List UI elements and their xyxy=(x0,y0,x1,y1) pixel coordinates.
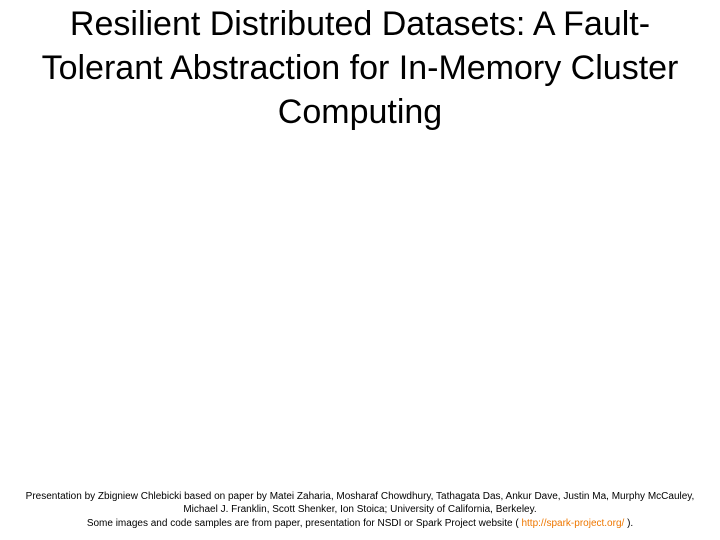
footer-line2-prefix: Some images and code samples are from pa… xyxy=(87,518,522,529)
presentation-slide: Resilient Distributed Datasets: A Fault-… xyxy=(0,0,720,540)
attribution-text: Presentation by Zbigniew Chlebicki based… xyxy=(25,490,695,517)
slide-title: Resilient Distributed Datasets: A Fault-… xyxy=(0,2,720,135)
slide-footer: Presentation by Zbigniew Chlebicki based… xyxy=(0,490,720,531)
source-text: Some images and code samples are from pa… xyxy=(25,517,695,531)
spark-link[interactable]: http://spark-project.org/ xyxy=(521,518,624,529)
footer-line1: Presentation by Zbigniew Chlebicki based… xyxy=(26,491,695,516)
footer-line2-suffix: ). xyxy=(624,518,633,529)
